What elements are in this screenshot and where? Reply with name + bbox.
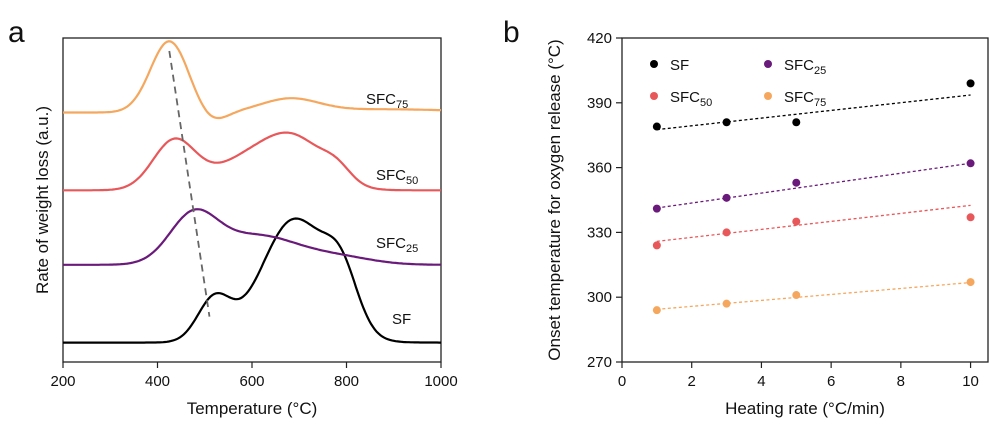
legend-marker-sfc25: [764, 60, 772, 68]
point-sfc25: [722, 193, 731, 202]
point-sfc25: [966, 159, 975, 168]
curve-label-sfc75-sub: 75: [396, 99, 408, 111]
legend-marker-sf: [650, 60, 658, 68]
panel-a-x-axis: 200 400 600 800 1000: [50, 362, 458, 390]
panel-a-x-tick-label: 600: [239, 373, 264, 390]
panel-b-x-tick-label: 8: [897, 373, 905, 390]
panel-a-x-axis-title: Temperature (°C): [187, 399, 318, 418]
panel-a: a 200 400 600 800 1000 Temperature (°C) Rate…: [8, 16, 458, 418]
point-sfc25: [652, 204, 661, 213]
panel-b-x-tick-label: 10: [962, 373, 979, 390]
panel-b-x-tick-label: 4: [757, 373, 765, 390]
curve-label-sfc25-sub: 25: [406, 243, 418, 255]
panel-a-x-tick-label: 1000: [424, 373, 457, 390]
panel-b-y-tick-label: 360: [587, 160, 612, 177]
curve-label-sf-main: SF: [392, 311, 411, 328]
curve-label-sfc50: SFC50: [376, 167, 418, 187]
point-sf: [792, 118, 801, 127]
panel-a-x-tick-label: 200: [50, 373, 75, 390]
panel-b-x-axis: 0 2 4 6 8 10: [618, 362, 979, 390]
panel-b-y-tick-label: 420: [587, 30, 612, 47]
point-sfc75: [792, 291, 801, 300]
legend-label-sfc75: SFC75: [784, 89, 826, 109]
panel-b-points: [652, 79, 975, 315]
point-sfc25: [792, 178, 801, 187]
peak-shift-dashed-line: [168, 50, 211, 317]
panel-a-plot-frame: [62, 37, 442, 363]
curve-label-sfc75-main: SFC: [366, 91, 396, 108]
fit-line-sfc75: [656, 281, 971, 310]
point-sfc75: [652, 306, 661, 315]
fit-line-sfc50: [656, 204, 971, 243]
legend-label-sfc75-main: SFC: [784, 89, 814, 106]
curve-label-sf: SF: [392, 311, 411, 328]
panel-b-y-tick-label: 300: [587, 289, 612, 306]
panel-b-x-tick-label: 2: [688, 373, 696, 390]
curve-label-sfc75: SFC75: [366, 91, 408, 111]
panel-b-x-tick-label: 6: [827, 373, 835, 390]
curve-label-sfc25: SFC25: [376, 235, 418, 255]
curve-sf: [63, 217, 441, 344]
curve-sfc50: [63, 131, 441, 192]
panel-b-y-axis: 270 300 330 360 390 420: [587, 30, 622, 371]
point-sfc50: [722, 228, 731, 237]
legend-label-sfc75-sub: 75: [814, 97, 826, 109]
point-sfc50: [792, 217, 801, 226]
point-sfc75: [722, 299, 731, 308]
point-sfc50: [966, 213, 975, 222]
legend-label-sfc50-sub: 50: [700, 97, 712, 109]
point-sf: [966, 79, 975, 88]
legend-label-sfc50: SFC50: [670, 89, 712, 109]
panel-b-y-axis-title: Onset temperature for oxygen release (°C…: [545, 39, 564, 360]
curve-sfc25: [63, 208, 441, 266]
curve-label-sfc50-sub: 50: [406, 175, 418, 187]
point-sf: [652, 122, 661, 131]
legend-label-sfc25-sub: 25: [814, 65, 826, 77]
point-sf: [722, 118, 731, 127]
panel-a-curves: [63, 40, 442, 344]
curve-sfc75: [63, 40, 442, 120]
panel-b-fit-lines: [656, 94, 971, 310]
legend-label-sfc50-main: SFC: [670, 89, 700, 106]
legend-marker-sfc50: [650, 92, 658, 100]
panel-b-y-tick-label: 270: [587, 354, 612, 371]
panel-a-letter: a: [8, 16, 25, 49]
curve-label-sfc50-main: SFC: [376, 167, 406, 184]
point-sfc75: [966, 278, 975, 287]
panel-b-letter: b: [503, 16, 520, 49]
legend-label-sf: SF: [670, 57, 689, 74]
panel-b: b 0 2 4 6 8 10 270 300 330 360 390 420 Heating rat…: [503, 16, 989, 418]
panel-a-x-tick-label: 800: [334, 373, 359, 390]
legend-label-sfc25: SFC25: [784, 57, 826, 77]
panel-b-plot-frame: [621, 37, 989, 363]
legend-label-sfc25-main: SFC: [784, 57, 814, 74]
panel-b-x-axis-title: Heating rate (°C/min): [725, 399, 885, 418]
legend-label-sf-main: SF: [670, 57, 689, 74]
panel-b-y-tick-label: 390: [587, 95, 612, 112]
panel-b-y-tick-label: 330: [587, 224, 612, 241]
panel-a-x-tick-label: 400: [145, 373, 170, 390]
point-sfc50: [652, 241, 661, 250]
fit-line-sfc25: [656, 162, 971, 209]
panel-b-x-tick-label: 0: [618, 373, 626, 390]
legend-marker-sfc75: [764, 92, 772, 100]
curve-label-sfc25-main: SFC: [376, 235, 406, 252]
panel-a-y-axis-title: Rate of weight loss (a.u.): [33, 106, 52, 294]
